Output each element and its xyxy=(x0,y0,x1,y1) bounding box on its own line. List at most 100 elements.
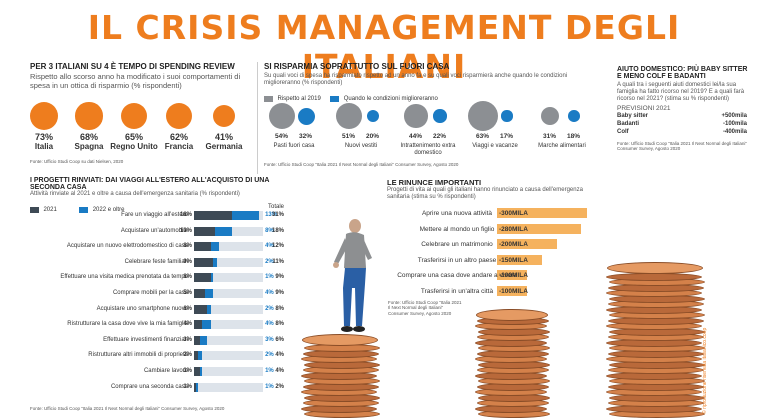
project-bar-2022 xyxy=(212,257,218,267)
renounce-label: Trasferirsi in un'altra città xyxy=(420,287,494,295)
renounce-bar xyxy=(497,239,557,249)
savings-bubble-better xyxy=(433,109,447,123)
aid-row-value: -100mila xyxy=(722,121,747,128)
project-value-2021: 1% xyxy=(183,383,192,390)
project-bar-2022 xyxy=(202,320,211,330)
aid-subtitle: A quali tra i seguenti aiuti domestici l… xyxy=(617,82,745,102)
renounce-bar xyxy=(497,223,581,234)
country-name: Germania xyxy=(205,142,243,151)
project-label: Acquistare uno smartphone nuovo xyxy=(96,305,188,312)
savings-bubble-2019 xyxy=(336,103,362,129)
project-bar-track xyxy=(194,242,264,252)
renounce-bar xyxy=(497,285,527,296)
savings-bubble-2019 xyxy=(540,106,560,126)
project-total: 18% xyxy=(271,227,284,234)
project-bar-track xyxy=(194,257,264,267)
country-bubbles: 73% Italia 68% Spagna 65% Regno Unito 62% Franc… xyxy=(30,100,255,162)
savings-pct-better: 18% xyxy=(567,133,581,140)
project-value-2021: 8% xyxy=(183,274,192,281)
savings-legend: Rispetto al 2019 Quando le condizioni mi… xyxy=(264,90,602,108)
aid-row-value: +500mila xyxy=(721,113,747,120)
project-bar-track xyxy=(194,289,264,298)
project-label: Celebrare feste familiari xyxy=(124,258,188,265)
aid-row-value: -400mila xyxy=(722,129,747,136)
legend-swatch-2022 xyxy=(79,206,89,213)
renounce-title: LE RINUNCE IMPORTANTI xyxy=(387,178,482,187)
project-value-2022: 2% xyxy=(265,352,274,359)
country-name: Francia xyxy=(164,142,194,151)
savings-bubble-2019 xyxy=(404,104,428,128)
project-bar-2022 xyxy=(204,289,213,298)
project-label: Effettuare investimenti finanziari xyxy=(103,336,188,343)
renounce-label: Mettere al mondo un figlio xyxy=(419,225,495,233)
renounce-chart: Aprire una nuova attività -300MILA Mettere… xyxy=(387,208,617,304)
project-bar-2022 xyxy=(210,242,220,252)
project-bar-2022 xyxy=(200,335,207,345)
project-bar-2022 xyxy=(196,382,199,392)
aid-source: Fonte: Ufficio Studi Coop "Italia 2021 I… xyxy=(617,141,747,152)
legend-swatch-2019 xyxy=(264,95,273,102)
project-bar-2021 xyxy=(194,226,215,236)
project-bar-2021 xyxy=(194,382,197,392)
country-pct: 65% xyxy=(124,132,143,142)
legend-label-2022: 2022 e oltre xyxy=(92,206,125,213)
country-bubble xyxy=(212,104,236,128)
savings-pct-2019: 31% xyxy=(543,133,557,140)
country-pct: 62% xyxy=(169,132,188,142)
project-bar-2021 xyxy=(194,367,201,376)
country-pct: 73% xyxy=(34,132,53,142)
renounce-value: -100MILA xyxy=(499,287,528,295)
savings-bubble-better xyxy=(568,110,580,122)
project-bar-2021 xyxy=(194,273,211,283)
aid-forecast-label: PREVISIONI 2021 xyxy=(617,104,671,112)
renounce-bar xyxy=(497,208,587,218)
credit: © riproduzione riservata italianico.coop xyxy=(702,327,708,414)
projects-panel: I PROGETTI RINVIATI: DAI VIAGGI ALL'ESTE… xyxy=(30,177,284,417)
project-label: Acquistare un'automobile xyxy=(120,227,188,234)
savings-pct-better: 17% xyxy=(500,133,514,140)
project-label: Ristrutturare la casa dove vive la mia f… xyxy=(67,321,188,328)
project-bar-2021 xyxy=(194,320,203,330)
project-bar-2022 xyxy=(200,367,203,376)
project-total: 4% xyxy=(275,368,284,374)
projects-chart: Fare un viaggio all'estero 18% 13% 31% Acqui… xyxy=(30,211,292,401)
savings-bubble-better xyxy=(501,110,513,122)
project-bar-track xyxy=(194,367,264,376)
project-label: Comprare mobili per la casa xyxy=(112,290,188,296)
project-value-2022: 4% xyxy=(265,321,274,328)
project-total: 12% xyxy=(271,243,284,250)
project-value-2021: 6% xyxy=(183,305,192,312)
project-value-2021: 4% xyxy=(183,321,192,328)
project-total: 2% xyxy=(275,383,284,390)
project-value-2021: 5% xyxy=(183,290,192,296)
renounce-panel: LE RINUNCE IMPORTANTI Progetti di vita a… xyxy=(387,178,617,318)
aid-title: AIUTO DOMESTICO: PIÙ BABY SITTER E MENO … xyxy=(617,66,748,80)
project-bar-2022 xyxy=(206,304,211,314)
renounce-bar xyxy=(497,254,542,265)
renounce-value: -280MILA xyxy=(499,225,528,233)
renounce-bar xyxy=(497,270,527,280)
project-bar-2021 xyxy=(194,257,213,267)
project-value-2022: 4% xyxy=(265,243,274,250)
country-pct: 41% xyxy=(214,132,233,142)
project-bar-track xyxy=(194,335,264,345)
renounce-value: -100MILA xyxy=(499,272,528,279)
project-bar-2022 xyxy=(210,273,213,283)
project-value-2022: 1% xyxy=(265,383,274,390)
projects-subtitle: Attività rinviate al 2021 e oltre a caus… xyxy=(30,191,240,197)
project-value-2022: 2% xyxy=(265,305,274,312)
coin-stack-right-top xyxy=(607,262,703,274)
country-bubble xyxy=(165,102,193,130)
projects-legend: 2021 2022 e oltre xyxy=(30,201,280,219)
savings-pct-2019: 63% xyxy=(476,133,490,140)
country-name: Regno Unito xyxy=(110,142,158,151)
spending-review-source: Fonte: Ufficio Studi Coop su dati Nielse… xyxy=(30,159,124,164)
country-bubble xyxy=(75,102,103,130)
renounce-label: Trasferirsi in un altro paese xyxy=(417,256,497,264)
project-total: 6% xyxy=(275,336,284,343)
project-bar-2022 xyxy=(215,226,232,236)
legend-label-2019: Rispetto al 2019 xyxy=(277,95,321,102)
savings-pct-better: 20% xyxy=(366,133,380,140)
coin-stack-left-top xyxy=(302,334,378,346)
project-total: 31% xyxy=(271,212,284,218)
